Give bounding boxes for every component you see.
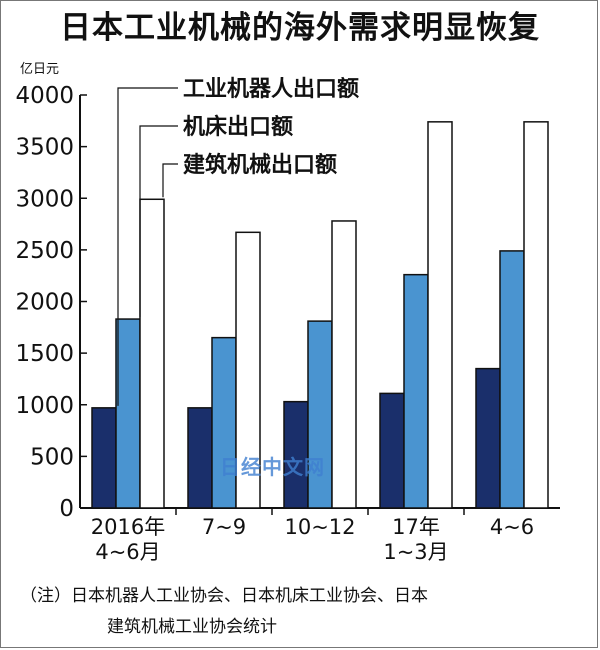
x-tick-label-0-0: 2016年: [91, 515, 165, 539]
y-tick-label-7: 3500: [15, 135, 74, 161]
x-tick-label-2-0: 10~12: [284, 515, 355, 539]
legend-leader-0: [117, 87, 178, 406]
legend-leader-2: [162, 163, 178, 198]
x-tick-label-0-1: 4~6月: [95, 540, 160, 564]
y-axis-unit-label: 亿日元: [20, 62, 60, 77]
x-tick-label-3-1: 1~3月: [383, 540, 448, 564]
bar-s0-c0: [91, 407, 117, 509]
bar-s0-c1: [187, 407, 213, 509]
x-tick-label-4-0: 4~6: [490, 515, 534, 539]
bar-s2-c0: [139, 198, 165, 509]
bar-s0-c3: [379, 392, 405, 509]
bar-s2-c4: [523, 121, 549, 509]
y-tick-label-6: 3000: [15, 186, 74, 212]
x-tick-label-1-0: 7~9: [202, 515, 246, 539]
bar-s2-c3: [427, 121, 453, 509]
bar-s1-c4: [499, 250, 525, 509]
bar-s1-c1: [211, 336, 237, 509]
note-line-1: （注）日本机器人工业协会、日本机床工业协会、日本: [20, 586, 428, 606]
bar-s2-c2: [331, 220, 357, 509]
y-tick-label-0: 0: [59, 496, 74, 522]
bar-s0-c4: [475, 367, 501, 509]
legend-leader-1: [139, 125, 178, 318]
bar-s0-c2: [283, 400, 309, 509]
y-tick-label-3: 1500: [15, 341, 74, 367]
note-line-2: 建筑机械工业协会统计: [107, 617, 277, 637]
y-tick-label-1: 500: [30, 444, 74, 470]
legend-entry-2: 建筑机械出口额: [183, 152, 337, 178]
y-tick-label-8: 4000: [15, 83, 74, 109]
legend-entry-0: 工业机器人出口额: [183, 77, 359, 102]
bar-s2-c1: [235, 231, 261, 509]
bar-s1-c0: [115, 318, 141, 509]
y-tick-label-4: 2000: [15, 290, 74, 316]
x-tick-label-3-0: 17年: [392, 515, 440, 539]
bar-s1-c3: [403, 273, 429, 509]
legend-entry-1: 机床出口额: [183, 114, 293, 140]
y-tick-label-2: 1000: [15, 393, 74, 419]
y-tick-label-5: 2500: [15, 238, 74, 264]
watermark: 日经中文网: [220, 455, 325, 479]
chart-title: 日本工业机械的海外需求明显恢复: [60, 10, 540, 46]
